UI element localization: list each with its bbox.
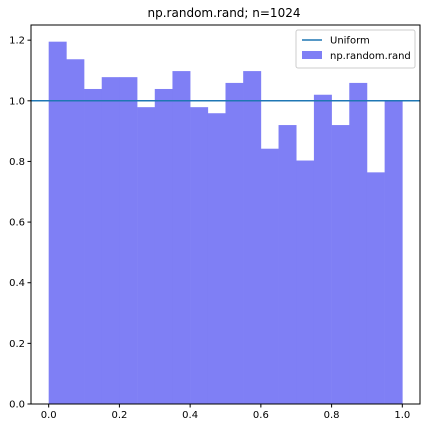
y-tick-label: 0.4	[9, 278, 25, 289]
x-tick-label: 0.2	[111, 410, 127, 421]
histogram-bar	[243, 71, 262, 405]
y-tick-label: 1.2	[9, 36, 25, 47]
histogram-bar	[366, 172, 385, 404]
histogram-bar	[313, 94, 332, 405]
histogram-bar	[66, 59, 85, 405]
histogram-bar	[190, 107, 209, 404]
y-tick-label: 0.2	[9, 339, 25, 350]
histogram-bar	[48, 41, 67, 405]
y-tick-label: 0.6	[9, 218, 25, 229]
y-axis: 0.0 0.2 0.4 0.6 0.8 1.0 1.2	[9, 36, 31, 411]
histogram-bar	[207, 113, 226, 404]
legend-hist-swatch	[302, 51, 322, 59]
legend-box	[295, 29, 416, 69]
legend: Uniform np.random.rand	[295, 29, 416, 69]
legend-label-hist: np.random.rand	[330, 51, 411, 62]
x-axis: 0.0 0.2 0.4 0.6 0.8 1.0	[41, 404, 410, 421]
histogram-bar	[331, 125, 350, 404]
histogram-bar	[84, 88, 103, 405]
x-tick-label: 0.4	[182, 410, 198, 421]
plot-frame	[30, 24, 421, 405]
histogram-bar	[137, 107, 156, 404]
histogram-bars	[48, 41, 403, 405]
histogram-bar	[278, 125, 297, 404]
histogram-bar	[349, 82, 368, 405]
chart-title: np.random.rand; n=1024	[148, 6, 301, 20]
legend-label-uniform: Uniform	[330, 36, 370, 47]
y-tick-label: 0.0	[9, 400, 25, 411]
x-tick-label: 0.6	[253, 410, 269, 421]
x-tick-label: 0.0	[41, 410, 57, 421]
histogram-bar	[225, 82, 244, 405]
histogram-bar	[172, 71, 191, 405]
histogram-bar	[296, 160, 315, 404]
x-tick-label: 1.0	[394, 410, 410, 421]
histogram-bar	[260, 148, 279, 404]
histogram-bar	[101, 77, 120, 405]
y-tick-label: 0.8	[9, 157, 25, 168]
histogram-bar	[384, 100, 403, 405]
y-tick-label: 1.0	[9, 96, 25, 107]
x-tick-label: 0.8	[324, 410, 340, 421]
histogram-bar	[154, 88, 173, 405]
histogram-bar	[119, 77, 138, 405]
